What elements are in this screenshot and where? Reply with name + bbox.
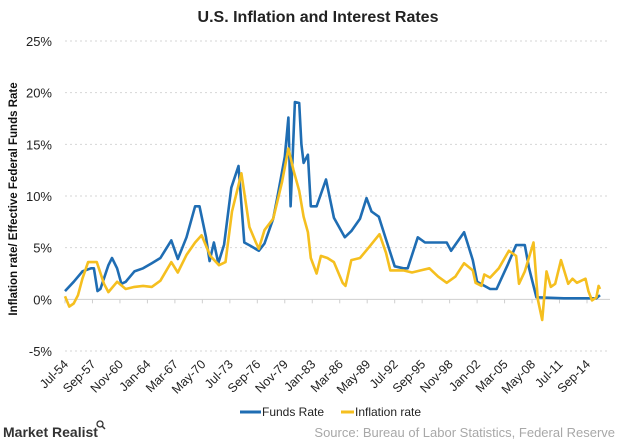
y-tick-label: -5% <box>29 344 53 359</box>
y-tick-labels: 25% 20% 15% 10% 5% 0% -5% <box>26 34 52 359</box>
legend: Funds Rate Inflation rate <box>240 405 421 419</box>
x-tick-labels: Jul-54Sep-57Nov-60Jan-64Mar-67May-70Jul-… <box>37 357 593 396</box>
market-realist-logo: Market Realist <box>3 420 106 440</box>
legend-label-inflation-rate: Inflation rate <box>355 405 421 419</box>
source-note: Source: Bureau of Labor Statistics, Fede… <box>314 425 615 440</box>
y-tick-label: 5% <box>33 241 52 256</box>
y-tick-label: 25% <box>26 34 52 49</box>
series-line-funds-rate <box>64 100 601 300</box>
chart-title: U.S. Inflation and Interest Rates <box>198 9 439 26</box>
magnifier-icon <box>96 420 106 430</box>
series-lines <box>63 100 602 322</box>
y-tick-label: 20% <box>26 86 52 101</box>
y-tick-label: 0% <box>33 292 52 307</box>
logo-text: Market Realist <box>3 424 98 440</box>
y-tick-label: 15% <box>26 137 52 152</box>
series-line-inflation-rate <box>63 147 602 322</box>
legend-label-funds-rate: Funds Rate <box>262 405 324 419</box>
y-axis-label: Inflation rate/ Effective Federal Funds … <box>8 82 20 315</box>
gridlines <box>64 40 610 352</box>
y-tick-label: 10% <box>26 189 52 204</box>
